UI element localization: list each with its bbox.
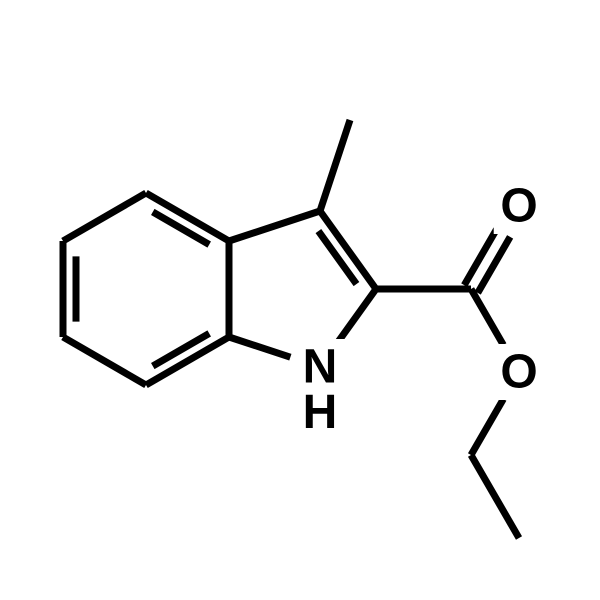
svg-text:O: O — [500, 180, 537, 233]
svg-text:H: H — [303, 386, 338, 439]
molecule-diagram: NHOO — [0, 0, 600, 600]
svg-text:O: O — [500, 346, 537, 399]
